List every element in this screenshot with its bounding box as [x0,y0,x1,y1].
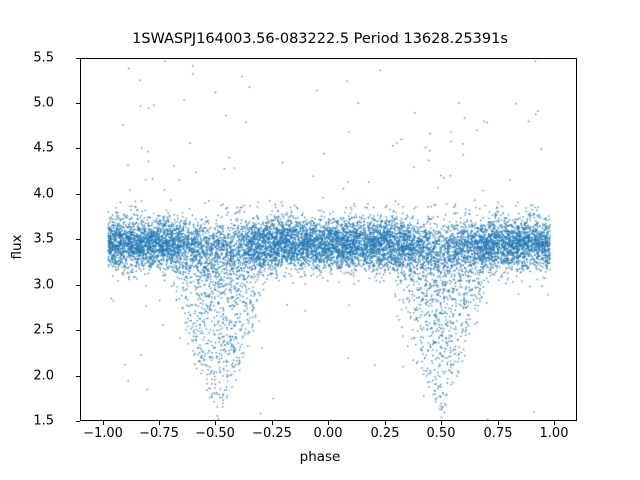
x-tick-label: 0.50 [426,426,456,441]
plot-axes-area [80,58,577,421]
y-tick-label: 5.0 [33,95,54,111]
y-axis-label: flux [9,234,25,260]
chart-title: 1SWASPJ164003.56-083222.5 Period 13628.2… [132,31,508,47]
x-axis-label: phase [299,449,341,465]
x-tick-label: 0.75 [483,426,513,441]
y-tick-label: 3.5 [33,231,54,247]
x-tick-label: 1.00 [539,426,569,441]
y-tick-label: 4.5 [33,140,54,156]
y-tick-label: 1.5 [33,413,54,429]
x-tick-label: 0.25 [370,426,400,441]
y-tick-label: 2.0 [33,368,54,384]
y-tick-label: 3.0 [33,277,54,293]
y-tick-label: 2.5 [33,322,54,338]
x-tick-label: 0.00 [313,426,343,441]
y-tick-label: 5.5 [33,50,54,66]
x-tick-label: −0.75 [139,426,179,441]
x-tick-label: −0.25 [252,426,292,441]
y-tick-label: 4.0 [33,186,54,202]
x-tick-label: −1.00 [83,426,123,441]
x-tick-label: −0.50 [195,426,235,441]
scatter-points-layer [81,59,576,420]
